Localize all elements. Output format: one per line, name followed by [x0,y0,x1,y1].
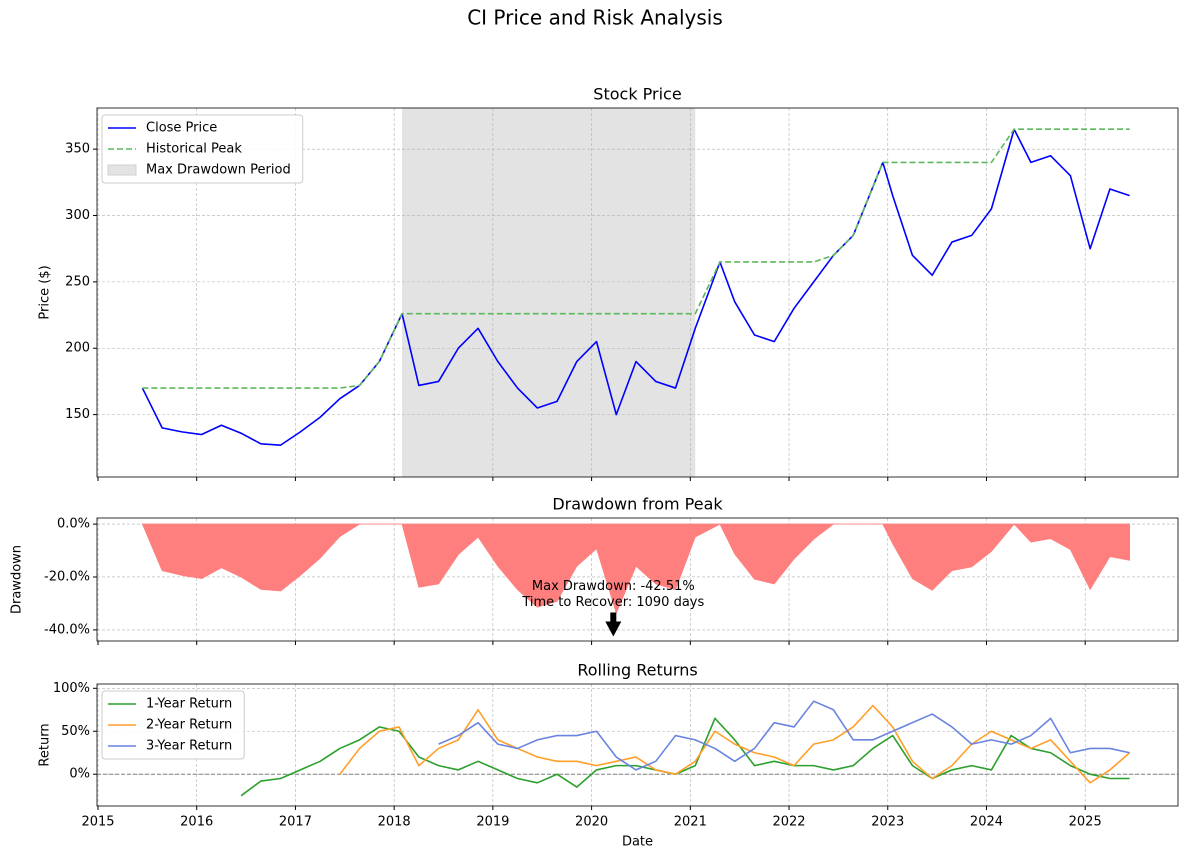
y-tick-label: 250 [65,274,90,289]
axes-frame [96,683,1179,807]
series-line [141,128,1130,446]
legend-label: 3-Year Return [146,739,232,754]
annotation-text: Max Drawdown: -42.51% [532,579,695,594]
panel: 150 200 250 300 350 Stock Price Price ($) [38,85,1179,481]
span-region [402,108,696,477]
series-line [339,704,1131,784]
legend: Close Price Historical Peak Max Drawdown P… [101,114,304,184]
y-tick-label: 300 [65,208,90,223]
legend-box [101,114,304,184]
axes-title: Rolling Returns [577,661,697,680]
x-tick-label: 2025 [1069,815,1102,830]
x-tick-label: 2023 [871,815,904,830]
legend-label: 1-Year Return [146,697,232,712]
legend-label: Max Drawdown Period [146,163,291,178]
axes-title: Drawdown from Peak [552,495,723,514]
axes-frame [96,517,1179,642]
y-axis-label: Drawdown [10,545,25,614]
y-tick-label: -40.0% [44,622,90,637]
legend-label: Historical Peak [146,142,242,157]
legend-box [101,690,245,760]
y-axis-label: Return [38,723,53,766]
x-tick-label: 2021 [674,815,707,830]
series-line [240,717,1130,797]
series-line [142,128,1130,389]
legend-label: Close Price [146,121,217,136]
y-tick-label: 0.0% [57,517,90,532]
y-tick-label: 350 [65,142,90,157]
axes-title: Stock Price [593,85,681,104]
panel: 2015 2016 2017 2018 2019 2020 2021 2022 2023 2024… [38,661,1179,850]
legend: 1-Year Return 2-Year Return 3-Year Return [101,690,245,760]
legend-label: 2-Year Return [146,718,232,733]
panel: 0.0% -20.0% -40.0% Drawdown from Peak Drawdo… [10,495,1179,645]
annotation-text: Time to Recover: 1090 days [521,595,704,610]
figure-title: CI Price and Risk Analysis [467,6,723,30]
y-tick-label: 100% [53,681,90,696]
x-tick-label: 2019 [476,815,509,830]
x-tick-label: 2022 [772,815,805,830]
series-line [438,700,1130,771]
x-tick-label: 2017 [279,815,312,830]
x-tick-label: 2015 [81,815,114,830]
y-tick-label: -20.0% [44,569,90,584]
y-tick-label: 0% [69,767,90,782]
x-tick-label: 2018 [378,815,411,830]
x-axis-label: Date [622,835,653,850]
legend-swatch [107,164,137,176]
y-axis-label: Price ($) [38,265,53,319]
y-tick-label: 200 [65,341,90,356]
x-tick-label: 2016 [180,815,213,830]
y-tick-label: 150 [65,407,90,422]
x-tick-label: 2024 [970,815,1003,830]
drawdown-area [141,523,1131,615]
axes-frame [96,107,1179,478]
x-tick-label: 2020 [575,815,608,830]
annotation-arrow [605,612,622,637]
y-tick-label: 50% [61,724,90,739]
